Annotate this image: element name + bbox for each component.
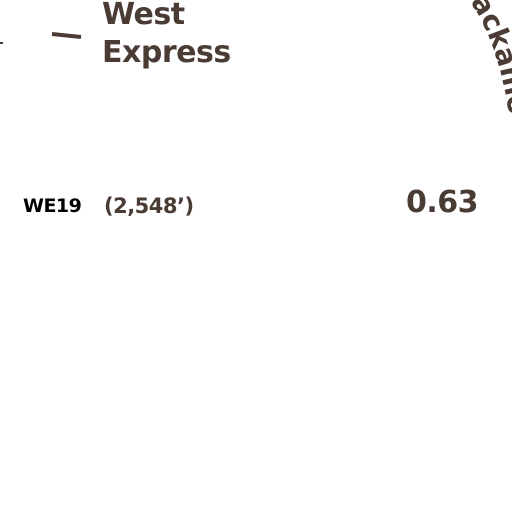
trail-name-label: ackamore — [0, 0, 512, 117]
lift-line-segment — [51, 32, 82, 39]
lift-value-label: 0.63 — [406, 185, 479, 220]
trail-name-textpath: ackamore — [0, 0, 512, 117]
lift-name-line1: West — [102, 0, 185, 32]
lift-name-line2: Express — [102, 35, 231, 70]
lift-length-label: (2,548’) — [104, 194, 194, 218]
lift-name-label: West Express — [102, 0, 231, 72]
lift-code-label: WE19 — [23, 195, 82, 217]
